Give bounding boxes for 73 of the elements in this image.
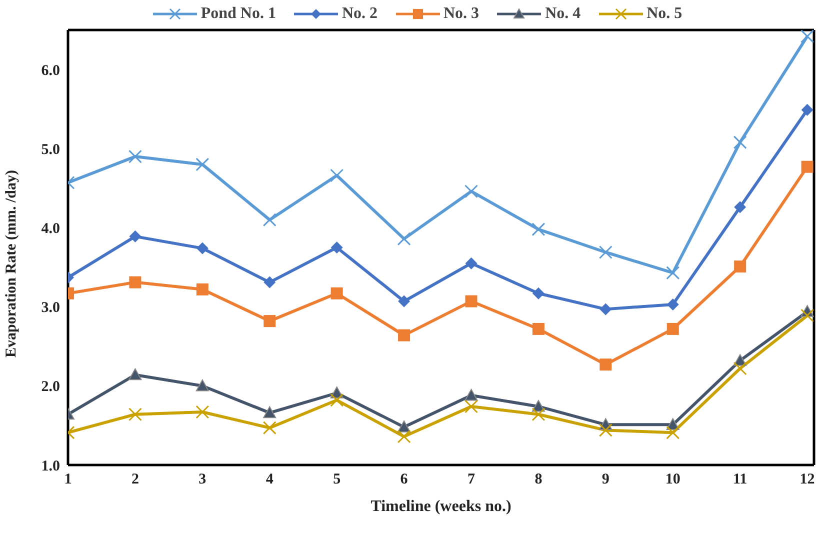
point [196, 158, 210, 172]
point [733, 136, 747, 150]
point [801, 104, 814, 116]
x-axis-title: Timeline (weeks no.) [370, 498, 512, 515]
y-tick-label: 2.0 [41, 379, 60, 396]
point [398, 295, 410, 308]
point [196, 405, 210, 419]
point [532, 222, 546, 236]
point [264, 315, 276, 328]
legend-label: No. 3 [442, 5, 480, 23]
point [666, 426, 680, 440]
point [128, 408, 142, 422]
point [666, 266, 680, 280]
point [128, 368, 142, 380]
point [532, 408, 546, 422]
x-tick-label: 7 [467, 472, 476, 488]
x-tick-label: 8 [534, 472, 542, 488]
point [128, 150, 142, 164]
point [801, 160, 814, 173]
point [330, 287, 343, 300]
point [330, 168, 344, 182]
point [600, 303, 612, 316]
point [264, 276, 276, 288]
point [734, 201, 746, 214]
y-tick-label: 1.0 [41, 458, 60, 474]
point [330, 393, 344, 407]
legend-label: No. 2 [340, 5, 378, 23]
y-tick-label: 5.0 [41, 142, 60, 158]
x-tick-label: 10 [665, 472, 680, 488]
x-tick-label: 2 [131, 472, 139, 488]
legend-label: No. 4 [544, 5, 581, 23]
point [464, 388, 478, 401]
point [196, 242, 208, 254]
x-tick-label: 6 [400, 472, 408, 488]
x-tick-label: 9 [602, 472, 610, 488]
point [262, 421, 276, 435]
x-tick-label: 3 [198, 472, 206, 488]
x-tick-label: 12 [800, 472, 815, 488]
point [465, 257, 478, 270]
point [532, 322, 544, 335]
point [666, 298, 679, 310]
point [196, 283, 208, 296]
point [397, 430, 411, 444]
y-axis-title: Evaporation Rate (mm. /day) [3, 170, 20, 358]
point [532, 287, 544, 300]
y-tick-label: 3.0 [41, 300, 60, 316]
y-tick-label: 4.0 [41, 221, 60, 238]
x-tick-label: 1 [64, 472, 72, 488]
point [464, 184, 478, 198]
point [129, 230, 142, 242]
y-tick-label: 6.0 [41, 62, 60, 79]
point [800, 308, 814, 322]
point [734, 260, 746, 272]
point [598, 423, 612, 437]
x-tick-label: 4 [266, 472, 274, 488]
point [666, 322, 679, 335]
point [600, 358, 612, 371]
point [263, 406, 276, 418]
legend-label: No. 5 [646, 5, 682, 23]
point [398, 329, 410, 342]
point [129, 276, 142, 288]
point [464, 400, 478, 414]
point [398, 420, 411, 432]
point [800, 30, 814, 44]
x-tick-label: 5 [333, 472, 341, 488]
point [330, 242, 343, 254]
point [262, 213, 276, 227]
point [598, 245, 612, 259]
point [465, 295, 478, 308]
legend-label: Pond No. 1 [200, 5, 276, 23]
point [397, 232, 411, 246]
x-tick-label: 11 [732, 472, 748, 488]
point [196, 379, 209, 392]
